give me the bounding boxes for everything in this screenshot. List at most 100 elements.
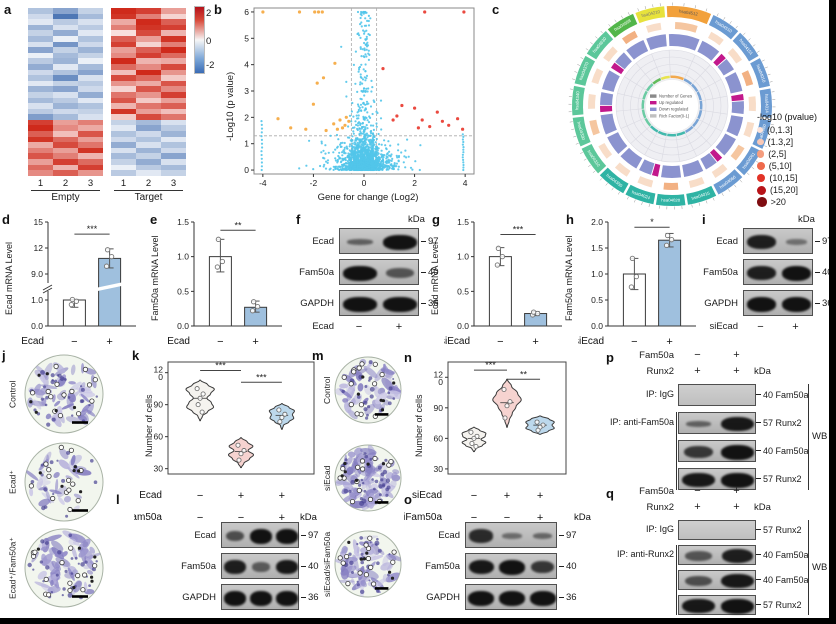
western-blot-o: Ecad 97 Fam50a 40 GAPDH 36 (404, 522, 577, 615)
svg-text:+: + (537, 512, 543, 522)
blot-row-gapdh: GAPDH 36 (294, 290, 439, 316)
svg-text:siEcad: siEcad (412, 490, 442, 501)
svg-text:Ecad: Ecad (21, 336, 44, 346)
blot-lane-values: − + (339, 321, 419, 333)
svg-text:−: − (71, 336, 77, 346)
blot-kda: 36 (299, 592, 319, 603)
micro-image (334, 530, 402, 598)
svg-text:+: + (252, 336, 258, 346)
svg-text:+: + (279, 490, 285, 502)
blot-protein-label: GAPDH (704, 297, 738, 309)
panel-p-label: p (606, 350, 614, 365)
coip-band-label: 40 Fam50a (756, 575, 809, 585)
coip-blot-p: Fam50a − + Runx2 + + kDa IP: IgG 40 Fam50a IP: an… (600, 349, 830, 500)
bar-chart-h: 0.0 0.5 1.0 1.5 2.0 * siEcad − + (578, 217, 696, 346)
lane-value: + (792, 321, 799, 333)
svg-text:60: 60 (154, 432, 164, 442)
blot-row-gapdh: GAPDH 36 (404, 584, 577, 610)
svg-text:Ecad: Ecad (139, 490, 162, 501)
coip-ip-label: IP: IgG (645, 524, 674, 534)
svg-text:2: 2 (244, 112, 249, 122)
coip-band-label: 40 Fam50a (756, 550, 809, 560)
coip-ip-label: IP: IgG (645, 389, 674, 399)
svg-text:hsa04210: hsa04210 (641, 9, 661, 18)
coip-lane-value: + (694, 365, 701, 377)
blot-row-ecad: Ecad 97 (294, 228, 439, 254)
svg-text:−: − (497, 336, 503, 346)
coip-wb-label: WB (812, 561, 828, 573)
lane-value: + (395, 321, 403, 333)
blot-strip (339, 259, 419, 285)
blot-protein-label: Ecad (194, 529, 216, 541)
coip-strip (678, 520, 756, 540)
blot-lane-label: Ecad (312, 321, 334, 332)
blot-kda: 40 (419, 267, 439, 278)
coip-strip (678, 545, 756, 565)
svg-text:30: 30 (154, 464, 164, 474)
coip-lane-value: + (694, 501, 701, 513)
svg-text:1.5: 1.5 (591, 243, 603, 253)
svg-text:+: + (279, 512, 285, 522)
coip-strip (678, 384, 756, 406)
micro-image (24, 354, 104, 434)
svg-text:Number of Genes: Number of Genes (659, 94, 692, 99)
panel-g-label: g (432, 212, 440, 227)
blot-lane-values: − + (743, 321, 813, 333)
bar-chart-e: 0.0 0.5 1.0 1.5 ** Ecad − + (167, 217, 282, 346)
blot-strip (339, 290, 419, 316)
svg-text:*: * (650, 217, 654, 227)
svg-text:+: + (666, 336, 672, 346)
panel-m-label: m (312, 348, 324, 363)
blot-lane-row: siEcad − + (698, 321, 833, 333)
svg-text:1.0: 1.0 (591, 269, 603, 279)
svg-text:1.0: 1.0 (177, 252, 189, 262)
pvalue-legend: -log10 (pvalue) (0,1.3] (1.3,2] (2,5] (5,10… (757, 112, 833, 208)
svg-text:-2: -2 (310, 178, 318, 188)
svg-text:1: 1 (244, 139, 249, 149)
svg-text:120: 12 0 (434, 369, 444, 387)
svg-text:hsa04340: hsa04340 (574, 91, 580, 111)
pvalue-legend-item: (10,15] (757, 172, 833, 184)
blot-lane-label: siEcad (709, 321, 738, 332)
coip-lane-value: − (694, 485, 701, 497)
bottom-border (0, 618, 836, 624)
blot-strip (465, 584, 557, 610)
blot-strip (221, 584, 299, 610)
panel-f-label: f (296, 212, 301, 227)
svg-text:***: *** (215, 361, 226, 371)
svg-text:**: ** (520, 369, 528, 379)
blot-kda: 97 (299, 530, 319, 541)
bar-e-y-axis-label: Fam50a mRNA Level (150, 235, 160, 321)
coip-kda-header: kDa (754, 366, 771, 377)
svg-text:12: 12 (34, 243, 44, 253)
svg-text:60: 60 (434, 433, 444, 443)
svg-text:0.0: 0.0 (591, 321, 603, 331)
svg-text:−: − (197, 490, 203, 502)
blot-strip (465, 553, 557, 579)
svg-text:siFam50a: siFam50a (404, 512, 442, 522)
blot-f-kda-header: kDa (408, 214, 425, 225)
blot-protein-label: Fam50a (425, 560, 460, 572)
blot-row-fam50a: Fam50a 40 (294, 259, 439, 285)
pvalue-legend-item: (1.3,2] (757, 136, 833, 148)
coip-ip-label: IP: anti-Runx2 (616, 549, 674, 559)
coip-band-label: 57 Runx2 (756, 600, 802, 610)
svg-text:0.0: 0.0 (177, 321, 189, 331)
svg-text:−: − (504, 512, 510, 522)
blot-strip (465, 522, 557, 548)
svg-text:2.0: 2.0 (591, 217, 603, 227)
micro-label: Control (322, 376, 332, 404)
coip-band-label: 40 Fam50a (756, 390, 809, 400)
svg-text:−: − (217, 336, 223, 346)
coip-lane-value: + (733, 485, 740, 497)
colorbar-tick: 0 (206, 36, 212, 47)
micro-image (24, 442, 104, 522)
coip-strip (678, 440, 756, 462)
blot-strip (221, 553, 299, 579)
svg-text:hsa04024: hsa04024 (631, 189, 651, 200)
heatmap-group-empty: 1 2 3 Empty (28, 178, 103, 203)
coip-strip (678, 412, 756, 434)
micro-label: Control (7, 380, 18, 408)
